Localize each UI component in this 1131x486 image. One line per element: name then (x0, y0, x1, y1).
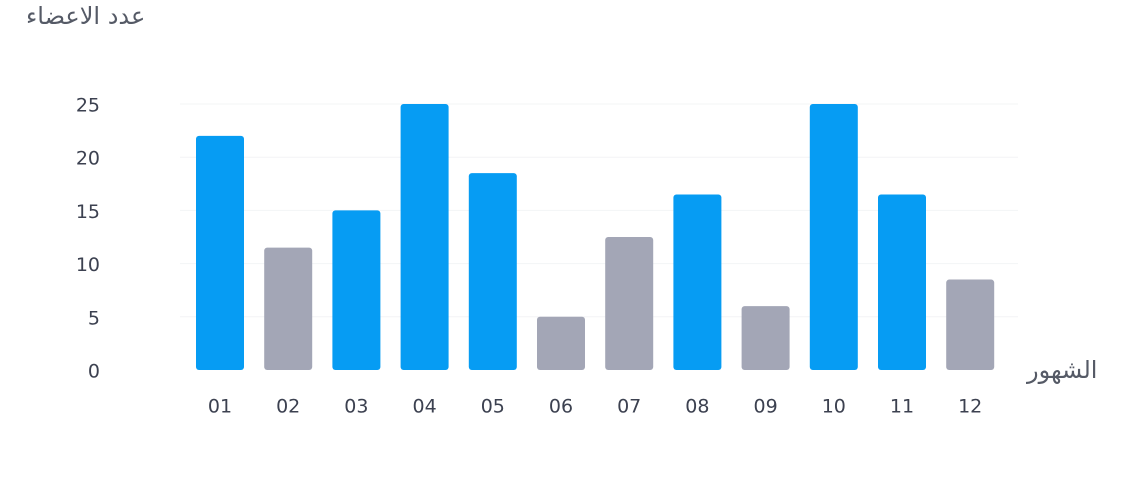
bar-07[interactable] (605, 237, 654, 370)
bar-12[interactable] (946, 279, 995, 370)
bar-06[interactable] (537, 316, 585, 370)
bar-05[interactable] (468, 173, 517, 370)
y-tick-label: 25 (76, 95, 100, 117)
y-axis-title: عدد الاعضاء (26, 2, 146, 30)
y-tick-label: 0 (88, 361, 100, 383)
x-tick-label: 10 (822, 396, 846, 418)
x-tick-label: 01 (208, 396, 232, 418)
x-tick-label: 02 (276, 396, 300, 418)
x-tick-label: 05 (481, 396, 505, 418)
bar-01[interactable] (196, 135, 244, 370)
x-tick-label: 06 (549, 396, 573, 418)
y-tick-label: 20 (76, 148, 100, 170)
bar-11[interactable] (878, 194, 926, 370)
bar-10[interactable] (809, 104, 858, 370)
x-axis-title: الشهور (1027, 356, 1098, 384)
bar-08[interactable] (673, 194, 722, 370)
bar-02[interactable] (264, 247, 313, 370)
y-tick-label: 10 (76, 254, 100, 276)
x-tick-label: 11 (890, 396, 914, 418)
x-tick-label: 09 (754, 396, 778, 418)
y-tick-label: 15 (76, 201, 100, 223)
x-tick-label: 03 (344, 396, 368, 418)
x-tick-label: 12 (958, 396, 982, 418)
x-tick-label: 08 (685, 396, 709, 418)
bar-04[interactable] (400, 104, 449, 370)
x-tick-label: 04 (413, 396, 437, 418)
x-tick-label: 07 (617, 396, 641, 418)
y-tick-label: 5 (88, 307, 100, 329)
bar-09[interactable] (741, 306, 790, 370)
bar-03[interactable] (332, 210, 381, 370)
